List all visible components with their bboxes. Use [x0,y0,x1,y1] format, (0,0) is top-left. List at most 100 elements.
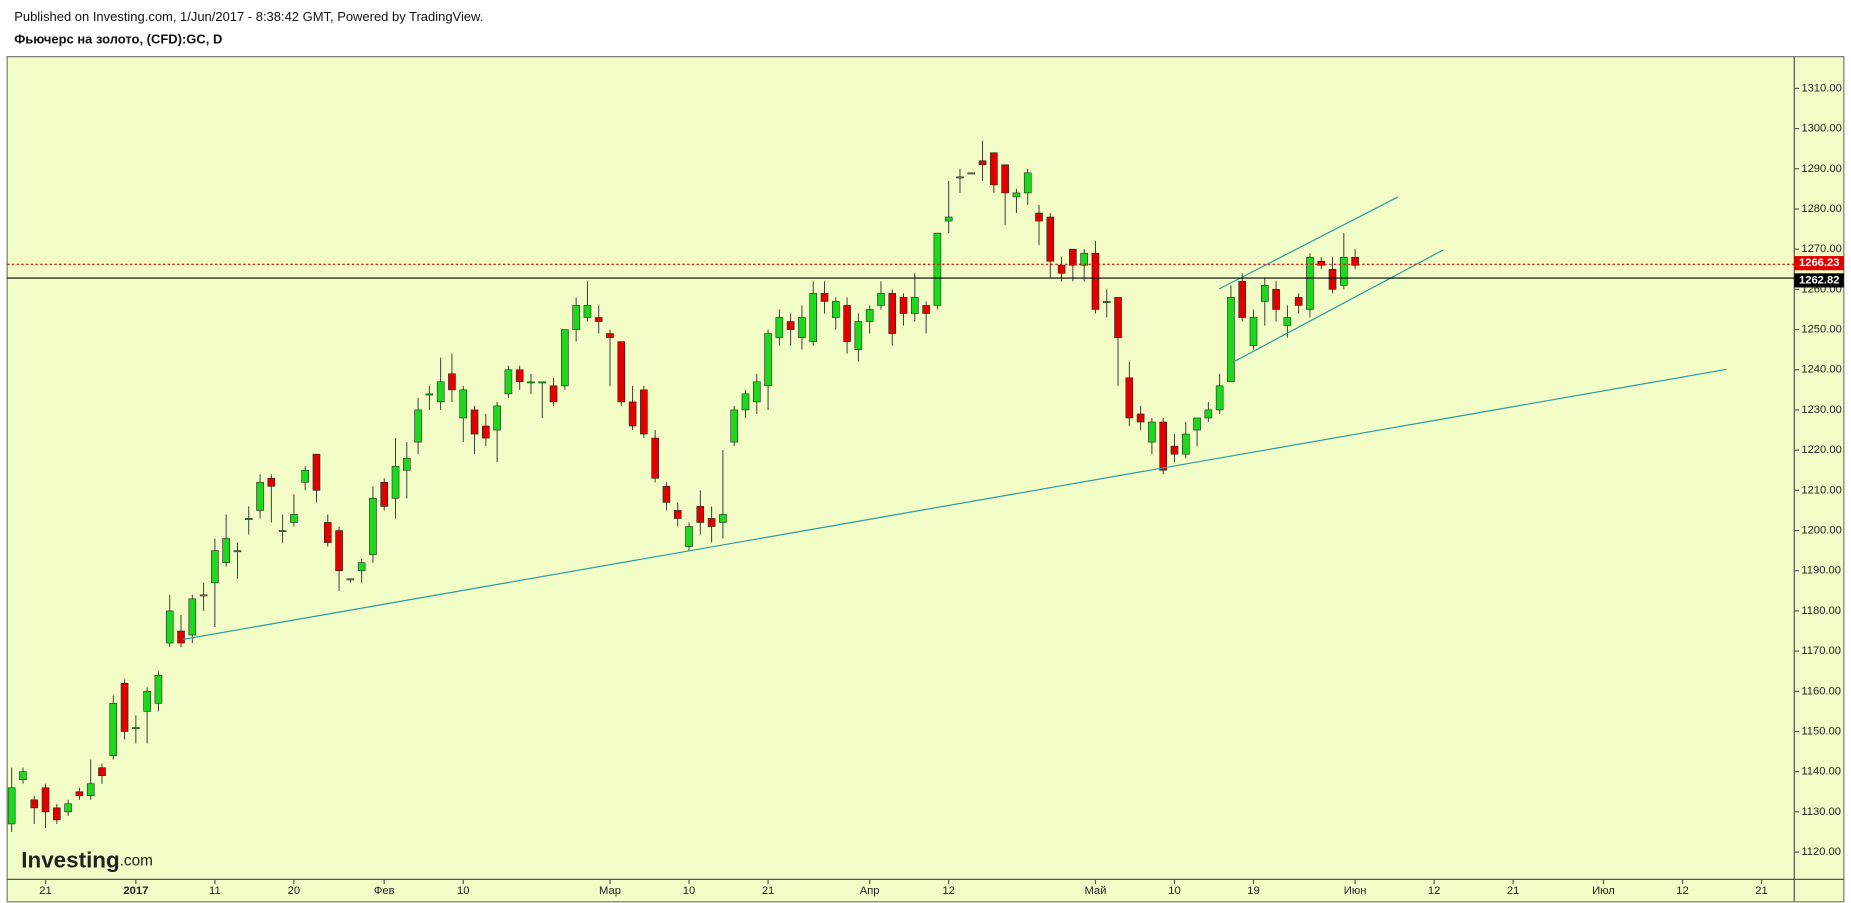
candle-body [1261,285,1269,302]
candle-body [685,526,693,547]
y-tick-label: 1150.00 [1801,725,1841,737]
price-label: 1266.23 [1799,257,1840,269]
candle-body [1080,252,1088,266]
x-tick-label: 19 [1247,885,1259,897]
candle-body [628,401,637,427]
candle-body [30,799,39,809]
candle-body [7,787,16,825]
candle-body [515,369,524,383]
y-tick-label: 1160.00 [1801,685,1841,697]
candle-body [199,594,208,597]
y-tick-label: 1130.00 [1801,806,1841,818]
candle-body [391,465,400,499]
x-tick-label: 12 [1428,885,1440,897]
y-tick-label: 1230.00 [1801,404,1842,416]
candle-body [403,457,411,471]
candle-body [1035,212,1043,222]
candle-body [177,630,185,644]
candle-body [832,301,840,318]
x-tick-label: 21 [1507,885,1519,897]
candle-body [1046,216,1055,262]
plot-area [7,140,1795,832]
candle-body [865,309,874,322]
candle-body [1023,172,1032,194]
candle-body [662,486,671,503]
candle-body [132,727,140,729]
candle-body [1170,445,1179,455]
logo-suffix: .com [120,853,153,870]
candle-body [120,682,129,732]
candle-body [696,506,705,523]
candle-body [448,373,456,391]
candle-body [1238,281,1247,318]
candle-body [470,409,479,435]
candle-body [911,297,919,314]
candle-body [41,787,50,813]
x-tick-label: Июл [1592,885,1615,897]
candle-body [538,381,547,384]
chart-background [6,56,1845,903]
candle-body [222,538,230,563]
candle-body [1148,421,1156,443]
candle-body [854,321,863,350]
candle-body [617,341,626,403]
candle-body [482,425,490,439]
candle-body [290,514,298,523]
trend-line [182,368,1727,641]
candle-body [583,305,592,318]
candle-body [594,317,603,322]
candle-body [1091,252,1100,310]
candle-body [1069,248,1077,266]
candle-body [956,176,964,179]
candle-body [278,530,287,532]
source-line: Published on Investing.com, 1/Jun/2017 -… [14,9,483,24]
candle-body [188,598,197,636]
y-tick-label: 1240.00 [1801,364,1842,376]
logo: Investing.com [21,848,153,873]
candle-body [504,369,513,395]
y-tick-label: 1180.00 [1801,605,1841,617]
candle-body [843,305,851,342]
candle-body [1249,317,1258,346]
candle-body [1351,256,1359,266]
y-tick-label: 1140.00 [1801,766,1841,778]
candle-body [301,469,309,483]
candle-body [775,317,784,338]
candle-body [730,409,738,443]
x-tick-label: Июн [1344,885,1367,897]
candle-body [109,703,118,756]
y-tick-label: 1290.00 [1801,163,1842,175]
x-tick-label: Май [1084,885,1106,897]
candle-body [1159,421,1167,471]
x-tick-label: 12 [942,885,954,897]
candle-body [798,317,806,338]
chart-title: Фьючерс на золото, (CFD):GC, D [14,32,222,47]
candle-body [19,771,27,781]
price-label-box [1794,273,1844,288]
candle-body [549,385,558,403]
y-tick-label: 1280.00 [1801,203,1842,215]
candle-body [888,293,897,334]
candle-body [707,518,716,527]
candle-body [86,783,95,797]
candle-body [1294,297,1303,306]
candle-body [1181,433,1190,455]
candle-body [64,803,72,813]
candle-body [978,160,987,166]
candle-body [640,389,648,435]
candle-body [527,381,535,384]
candle-body [256,481,264,511]
x-tick-label: 21 [39,885,51,897]
x-tick-label: 2017 [123,885,148,897]
candle-body [820,293,829,302]
candle-body [877,293,885,306]
candle-body [233,550,242,553]
candle-body [1283,317,1292,326]
candle-body [244,518,253,520]
candle-body [572,305,580,330]
candle-body [990,152,998,186]
candle-body [75,791,84,797]
x-tick-label: 12 [1676,885,1688,897]
candle-body [606,333,614,338]
